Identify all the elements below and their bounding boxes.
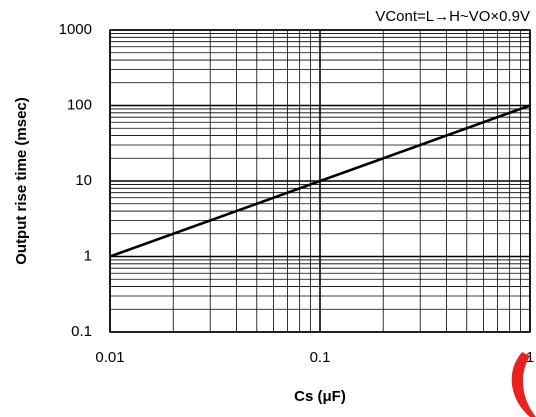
logo-fragment xyxy=(511,352,536,417)
x-axis-label: Cs (μF) xyxy=(294,388,346,405)
x-tick-label: 0.1 xyxy=(310,349,331,366)
y-tick-label: 0.1 xyxy=(71,323,92,340)
annotation: VCont=L→H~VO×0.9V xyxy=(375,8,530,25)
annotation-bg xyxy=(300,6,532,28)
plot-frame xyxy=(109,29,531,333)
x-tick-label: 0.01 xyxy=(95,349,124,366)
y-tick-label: 1 xyxy=(84,247,92,264)
y-axis-label: Output rise time (msec) xyxy=(13,97,30,265)
data-line xyxy=(109,104,531,258)
y-tick-label: 10 xyxy=(75,172,92,189)
y-tick-label: 100 xyxy=(67,96,92,113)
x-tick-label: 1 xyxy=(526,349,534,366)
y-tick-label: 1000 xyxy=(59,21,92,38)
